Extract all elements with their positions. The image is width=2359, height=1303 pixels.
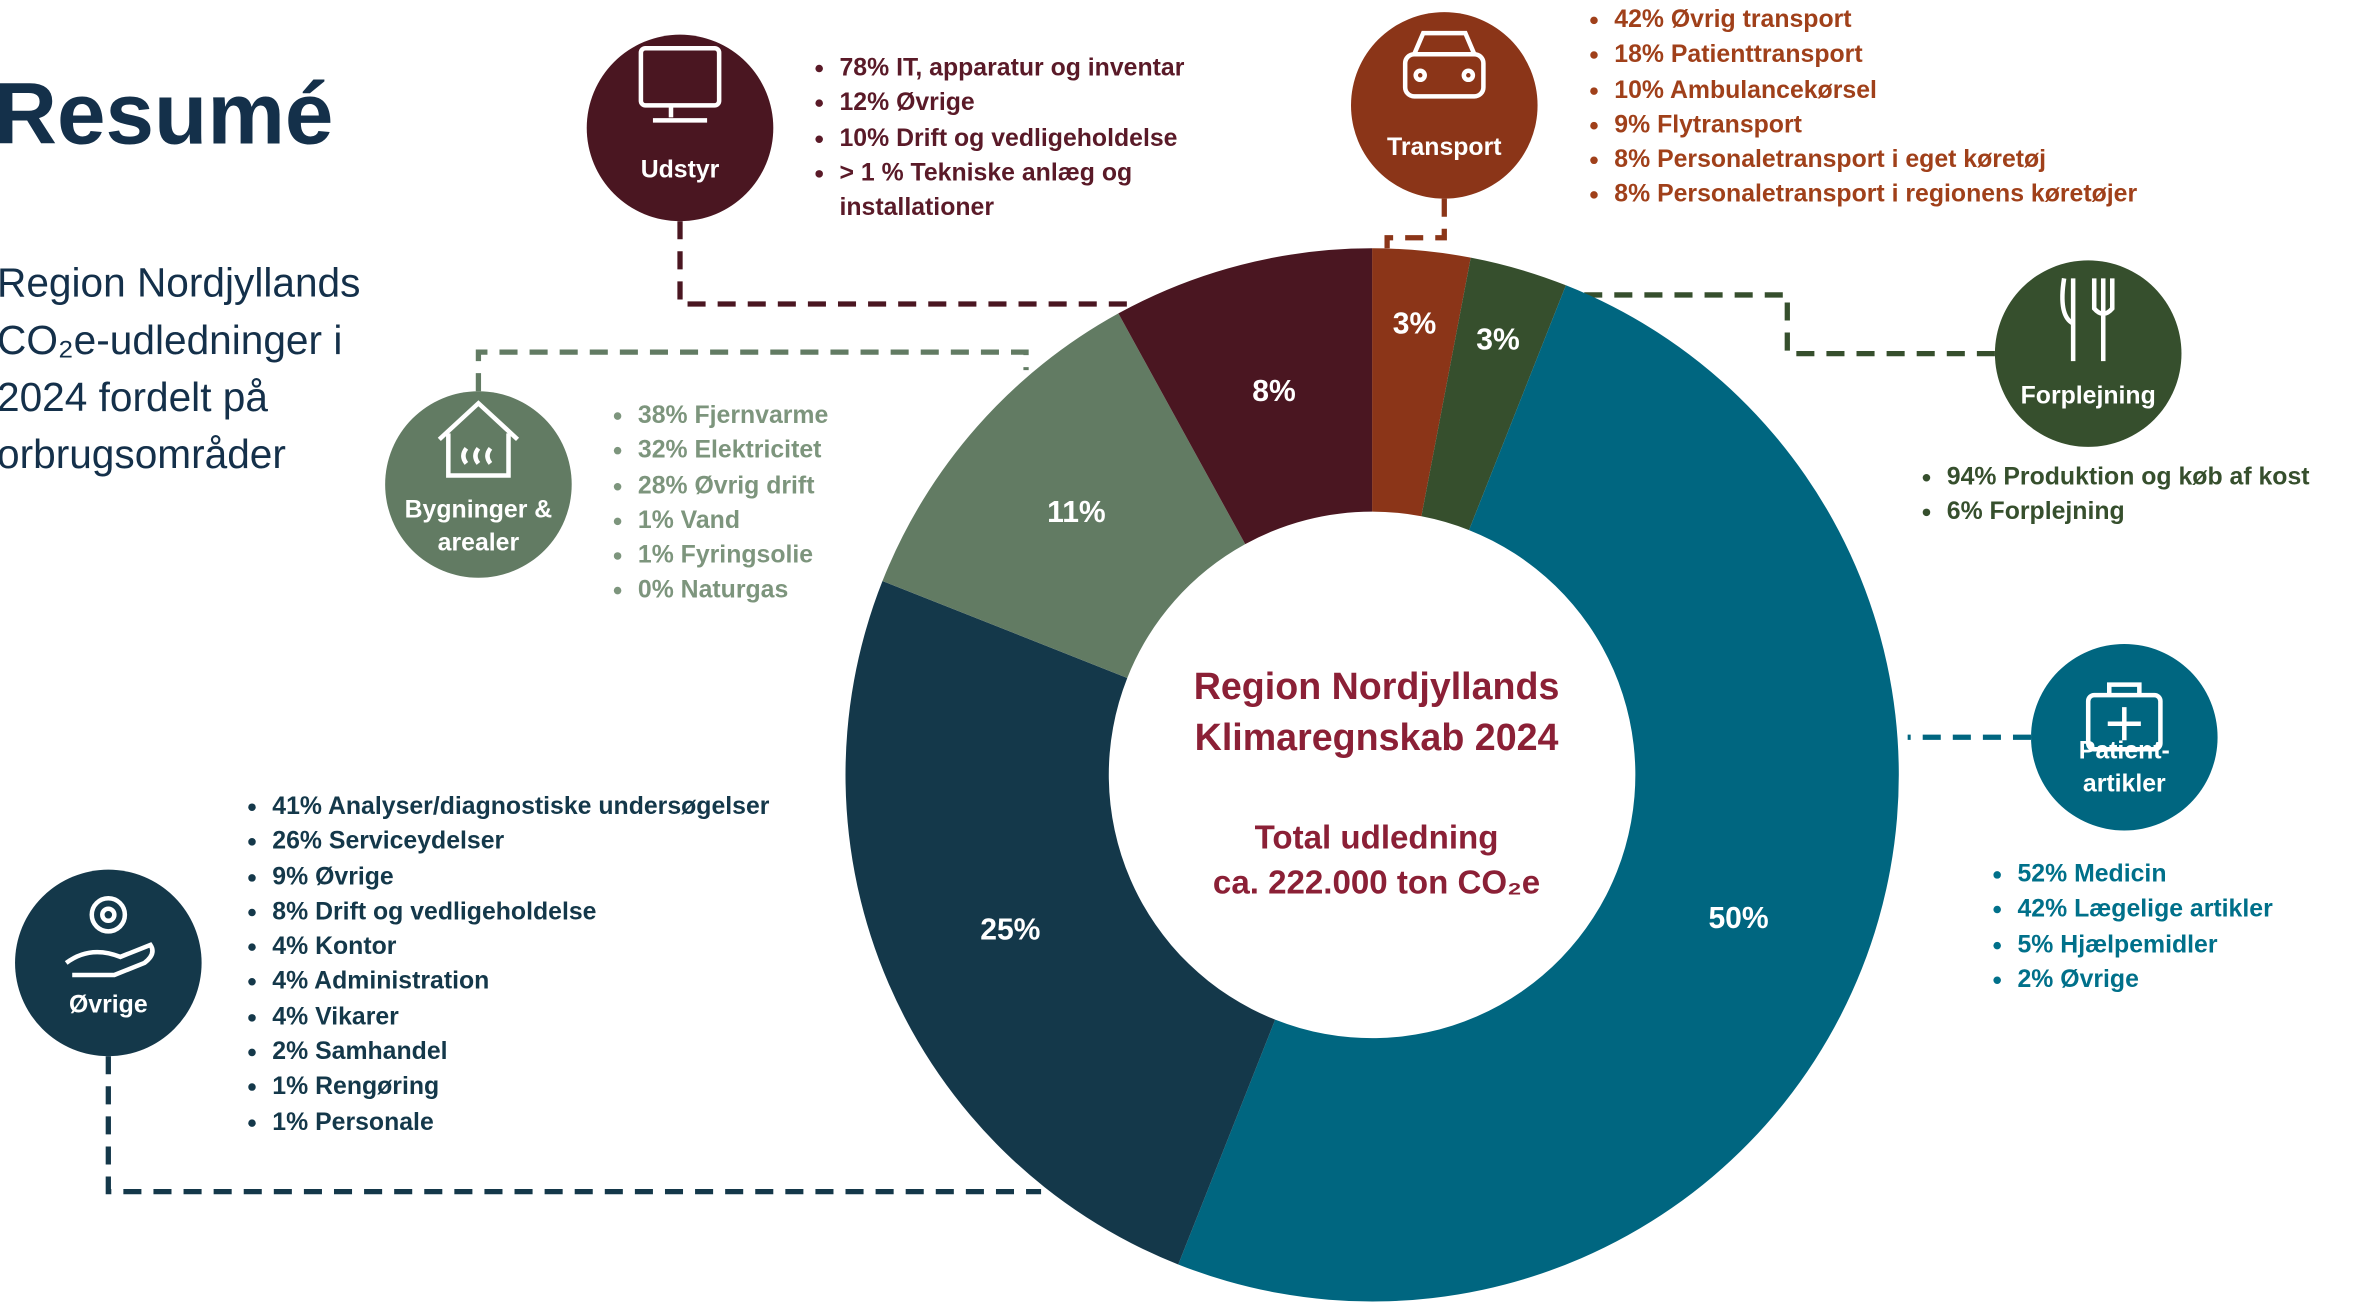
category-circle — [15, 869, 202, 1057]
breakdown-item: 8% Personaletransport i regionens køretø… — [1614, 178, 2359, 213]
breakdown-box: 42% Øvrig transport18% Patienttransport1… — [1560, 3, 2359, 394]
breakdown-item: > 1 % Tekniske anlæg og installationer — [839, 156, 1290, 226]
data-label: 25% — [980, 913, 1040, 946]
breakdown-item: 2% Øvrige — [2017, 963, 2359, 998]
breakdown-list: 94% Produktion og køb af kost6% Forplejn… — [1893, 460, 2359, 530]
breakdown-box: 41% Analyser/diagnostiske undersøgelser2… — [218, 790, 925, 1181]
breakdown-list: 42% Øvrig transport18% Patienttransport1… — [1560, 3, 2359, 213]
description: Region Nordjyllands — [0, 260, 360, 306]
breakdown-item: 8% Drift og vedligeholdelse — [272, 895, 919, 930]
data-label: 3% — [1393, 307, 1436, 340]
breakdown-list: 41% Analyser/diagnostiske undersøgelser2… — [218, 790, 919, 1140]
breakdown-list: 52% Medicin42% Lægelige artikler5% Hjælp… — [1963, 858, 2359, 998]
data-label: 50% — [1708, 902, 1768, 935]
breakdown-item: 0% Naturgas — [638, 574, 939, 609]
breakdown-item: 6% Forplejning — [1947, 495, 2359, 530]
breakdown-item: 10% Drift og vedligeholdelse — [839, 121, 1290, 156]
breakdown-box: 38% Fjernvarme32% Elektricitet28% Øvrig … — [584, 399, 945, 790]
data-label: 8% — [1252, 375, 1295, 408]
breakdown-item: 4% Vikarer — [272, 1000, 919, 1035]
breakdown-item: 94% Produktion og køb af kost — [1947, 460, 2359, 495]
category-label: Transport — [1387, 133, 1502, 162]
breakdown-box: 78% IT, apparatur og inventar12% Øvrige1… — [785, 51, 1297, 442]
category-label-box: Transport — [1387, 133, 1502, 162]
breakdown-item: 9% Flytransport — [1614, 108, 2359, 143]
page-title: Resumé — [0, 65, 333, 162]
breakdown-item: 18% Patienttransport — [1614, 38, 2359, 73]
breakdown-item: 10% Ambulancekørsel — [1614, 73, 2359, 108]
center-title: Klimaregnskab 2024 — [1195, 716, 1559, 758]
description: orbrugsområder — [0, 431, 286, 477]
breakdown-item: 1% Vand — [638, 504, 939, 539]
breakdown-item: 41% Analyser/diagnostiske undersøgelser — [272, 790, 919, 825]
description: 2024 fordelt på — [0, 374, 268, 420]
center-subtitle: Total udledning — [1255, 819, 1499, 856]
breakdown-item: 52% Medicin — [2017, 858, 2359, 893]
breakdown-item: 4% Administration — [272, 965, 919, 1000]
breakdown-box: 94% Produktion og køb af kost6% Forplejn… — [1893, 460, 2359, 851]
category-label: Bygninger & arealer — [404, 496, 553, 557]
breakdown-list: 78% IT, apparatur og inventar12% Øvrige1… — [785, 51, 1290, 226]
breakdown-item: 78% IT, apparatur og inventar — [839, 51, 1290, 86]
category-label: Patient-artikler — [2078, 737, 2170, 798]
breakdown-item: 1% Fyringsolie — [638, 539, 939, 574]
connector — [475, 349, 1029, 392]
description: CO₂e-udledninger i — [0, 317, 342, 363]
category-circle — [1994, 260, 2182, 447]
breakdown-item: 38% Fjernvarme — [638, 399, 939, 434]
category-label-box: Forplejning — [2020, 382, 2156, 410]
donut — [845, 248, 1899, 1302]
breakdown-item: 5% Hjælpemidler — [2017, 928, 2359, 963]
gear-hand-icon — [64, 895, 155, 978]
donut-segment — [845, 581, 1276, 1265]
category-label-box: Udstyr — [640, 156, 720, 184]
center-title: Region Nordjyllands — [1194, 665, 1560, 707]
breakdown-item: 1% Personale — [272, 1105, 919, 1140]
donut-segment — [1178, 285, 1899, 1302]
category-circle — [1351, 12, 1538, 199]
connector — [1384, 198, 1447, 249]
breakdown-box: 52% Medicin42% Lægelige artikler5% Hjælp… — [1963, 858, 2359, 1249]
category-label-box: Patient-artikler — [2078, 737, 2170, 798]
category-label: Øvrige — [68, 991, 148, 1019]
breakdown-item: 2% Samhandel — [272, 1035, 919, 1070]
category-label-box: Bygninger & arealer — [404, 496, 553, 557]
car-icon — [1402, 30, 1486, 99]
data-label: 3% — [1476, 323, 1519, 356]
breakdown-item: 32% Elektricitet — [638, 434, 939, 469]
donut-segment — [1372, 248, 1471, 517]
category-circle — [385, 391, 572, 578]
connectors — [105, 198, 2032, 1195]
center-subtitle: ca. 222.000 ton CO₂e — [1213, 864, 1540, 901]
icons — [64, 30, 2163, 978]
breakdown-item: 26% Serviceydelser — [272, 825, 919, 860]
donut-segment — [1118, 248, 1373, 545]
medkit-icon — [2085, 682, 2163, 752]
connector — [1579, 292, 1995, 357]
connector — [105, 1056, 1042, 1195]
donut-segment — [1421, 257, 1566, 531]
donut-segment — [882, 313, 1246, 678]
breakdown-item: 42% Lægelige artikler — [2017, 893, 2359, 928]
category-label-box: Øvrige — [68, 991, 148, 1019]
breakdown-item: 8% Personaletransport i eget køretøj — [1614, 143, 2359, 178]
category-label: Forplejning — [2020, 382, 2156, 410]
category-label: Udstyr — [640, 156, 720, 184]
cutlery-icon — [2060, 278, 2115, 362]
breakdown-item: 28% Øvrig drift — [638, 469, 939, 504]
breakdown-item: 12% Øvrige — [839, 86, 1290, 121]
breakdown-item: 9% Øvrige — [272, 860, 919, 895]
breakdown-list: 38% Fjernvarme32% Elektricitet28% Øvrig … — [584, 399, 939, 609]
breakdown-item: 1% Rengøring — [272, 1070, 919, 1105]
breakdown-item: 42% Øvrig transport — [1614, 3, 2359, 38]
breakdown-item: 4% Kontor — [272, 930, 919, 965]
data-label: 11% — [1047, 496, 1106, 529]
category-circle — [586, 34, 774, 222]
monitor-icon — [638, 45, 722, 123]
house-icon — [437, 400, 520, 478]
